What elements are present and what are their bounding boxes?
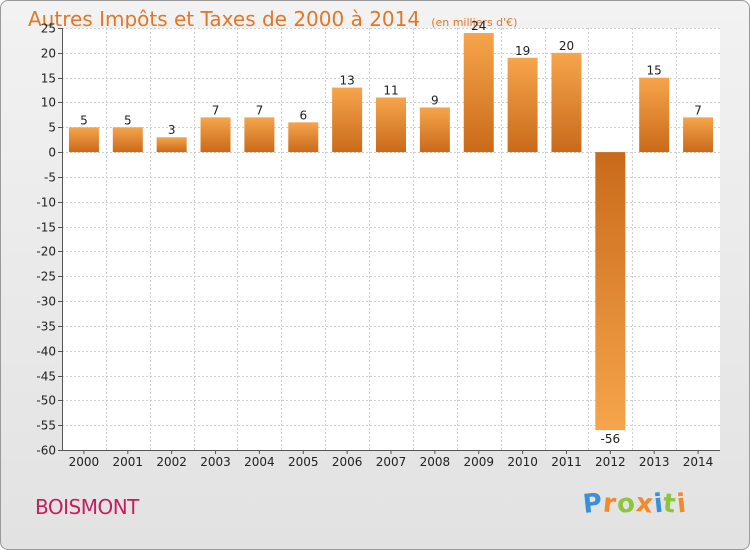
bar [288, 122, 319, 153]
y-tick-label: -35 [36, 320, 56, 334]
y-tick-label: -15 [36, 221, 56, 235]
y-tick-label: -25 [36, 270, 56, 284]
bar [244, 117, 275, 153]
bar [551, 52, 582, 153]
bar [507, 57, 538, 153]
y-tick-label: 15 [41, 72, 56, 86]
bar-value-label: 3 [168, 123, 176, 137]
chart-title-block: Autres Impôts et Taxes de 2000 à 2014 (e… [28, 7, 517, 31]
bar [595, 152, 626, 431]
bar [419, 107, 450, 153]
x-tick-label: 2007 [376, 455, 407, 469]
x-tick-label: 2011 [551, 455, 582, 469]
bar [68, 127, 99, 153]
bar-value-label: 20 [559, 39, 574, 53]
place-name: BOISMONT [35, 495, 139, 519]
bar-value-label: 7 [256, 103, 264, 117]
bar-value-label: -56 [601, 432, 621, 446]
bar [639, 77, 670, 153]
bar-value-label: 7 [694, 103, 702, 117]
y-tick-label: -5 [44, 171, 56, 185]
proxiti-logo: Proxiti [581, 488, 689, 520]
x-tick-label: 2005 [288, 455, 319, 469]
bar [156, 137, 187, 153]
x-tick-label: 2008 [420, 455, 451, 469]
bar-value-label: 13 [339, 74, 354, 88]
y-tick-label: -60 [36, 444, 56, 458]
y-tick-label: 10 [41, 96, 56, 110]
y-tick-label: 5 [48, 121, 56, 135]
y-tick-label: -45 [36, 370, 56, 384]
bar-value-label: 9 [431, 93, 439, 107]
y-tick-label: -30 [36, 295, 56, 309]
x-tick-label: 2001 [113, 455, 144, 469]
y-tick-label: -40 [36, 345, 56, 359]
y-tick-label: -10 [36, 196, 56, 210]
bar-value-label: 5 [124, 113, 132, 127]
bar-value-label: 6 [299, 108, 307, 122]
bar [463, 32, 494, 153]
x-tick-label: 2000 [69, 455, 100, 469]
x-tick-label: 2012 [595, 455, 626, 469]
bar [200, 117, 231, 153]
x-tick-label: 2013 [639, 455, 670, 469]
bar-value-label: 7 [212, 103, 220, 117]
chart-title: Autres Impôts et Taxes de 2000 à 2014 [28, 7, 421, 31]
x-tick-label: 2002 [156, 455, 187, 469]
bar [332, 87, 363, 153]
bar-value-label: 15 [647, 64, 662, 78]
y-tick-label: 0 [48, 146, 56, 160]
bar [112, 127, 143, 153]
bar-value-label: 24 [471, 19, 486, 33]
y-tick-label: -55 [36, 419, 56, 433]
y-tick-label: -50 [36, 394, 56, 408]
x-tick-label: 2009 [463, 455, 494, 469]
x-tick-label: 2003 [200, 455, 231, 469]
x-tick-label: 2014 [683, 455, 714, 469]
chart-subtitle: (en milliers d'€) [431, 16, 518, 29]
bar [376, 97, 406, 153]
y-tick-label: -20 [36, 245, 56, 259]
bar-value-label: 11 [383, 84, 398, 98]
bar-value-label: 19 [515, 44, 530, 58]
x-tick-label: 2010 [507, 455, 538, 469]
logo-letter: i [675, 488, 689, 520]
bar-value-label: 5 [80, 113, 88, 127]
x-tick-label: 2006 [332, 455, 363, 469]
y-tick-label: 25 [41, 22, 56, 36]
bar [683, 117, 714, 153]
x-tick-label: 2004 [244, 455, 275, 469]
y-tick-label: 20 [41, 47, 56, 61]
